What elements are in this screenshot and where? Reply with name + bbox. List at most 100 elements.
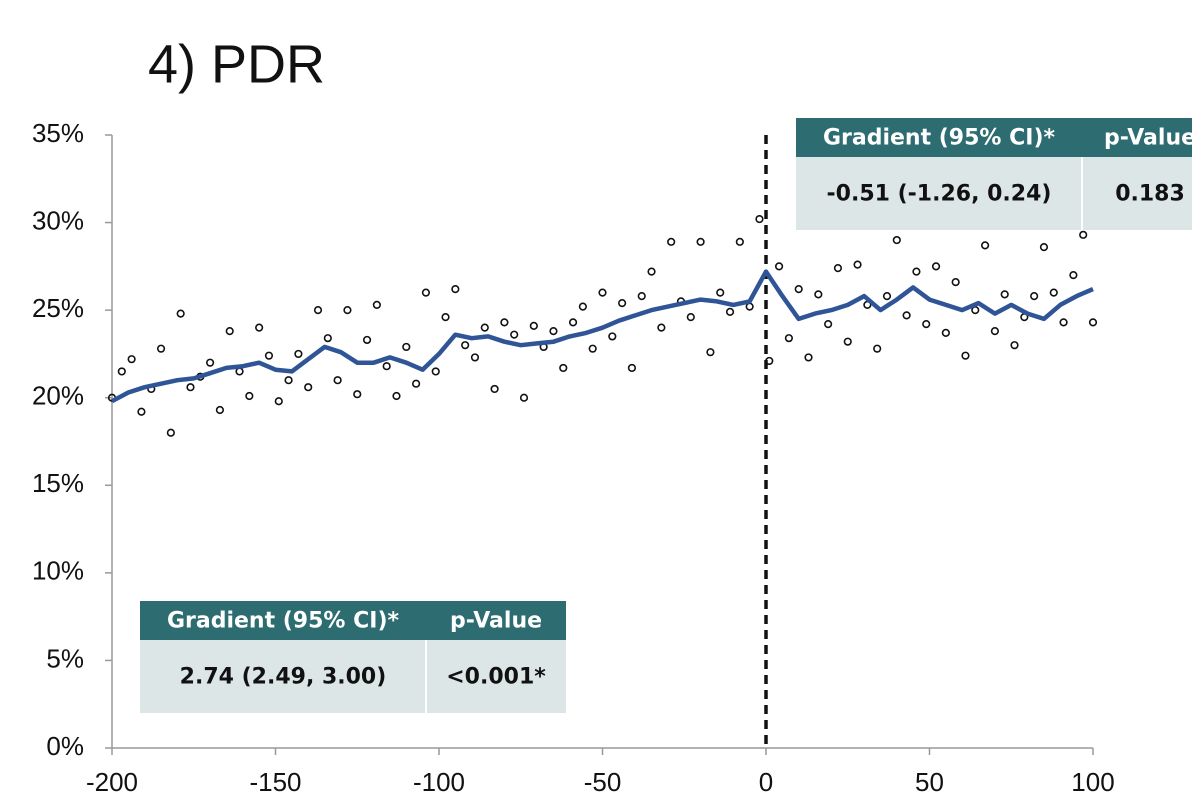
y-tick-label: 20%	[32, 381, 84, 411]
data-point	[667, 237, 676, 246]
y-tick-label: 5%	[46, 643, 84, 673]
chart-title: 4) PDR	[148, 34, 325, 94]
data-point	[853, 260, 862, 269]
x-tick-label: -50	[584, 767, 622, 797]
data-point	[833, 264, 843, 273]
data-point	[745, 302, 754, 311]
data-point	[912, 267, 921, 276]
data-point	[480, 323, 489, 332]
data-point	[598, 288, 607, 297]
data-point	[166, 428, 175, 437]
data-point	[431, 367, 440, 376]
table-body-bg	[140, 640, 566, 713]
table-cell: 0.183	[1115, 182, 1185, 207]
table-header: Gradient (95% CI)*	[167, 609, 400, 634]
data-point	[657, 323, 666, 332]
data-point	[500, 318, 509, 327]
data-point	[735, 237, 744, 246]
data-point	[402, 342, 411, 352]
y-tick-label: 10%	[32, 556, 84, 586]
table-header: Gradient (95% CI)*	[823, 126, 1056, 151]
data-point	[412, 379, 421, 388]
data-point	[1069, 271, 1078, 280]
data-point	[843, 337, 852, 346]
data-point	[529, 321, 538, 331]
data-point	[1059, 318, 1068, 327]
data-point	[725, 307, 735, 316]
data-point	[294, 349, 303, 359]
y-tick-label: 30%	[32, 205, 84, 235]
x-tick-label: 100	[1071, 767, 1114, 797]
data-point	[951, 278, 960, 287]
data-point	[206, 358, 215, 367]
data-point	[353, 390, 362, 399]
table-cell: 2.74 (2.49, 3.00)	[180, 665, 387, 690]
data-point	[794, 285, 803, 294]
data-point	[892, 235, 901, 245]
data-point	[461, 341, 470, 350]
data-point	[706, 348, 715, 357]
data-point	[686, 313, 695, 322]
data-point	[235, 367, 244, 376]
data-point	[225, 327, 234, 336]
table-header-bg	[796, 118, 1192, 157]
data-point	[1010, 341, 1019, 350]
data-point	[362, 335, 372, 345]
data-point	[382, 362, 391, 371]
data-point	[980, 241, 990, 250]
y-tick-label: 25%	[32, 293, 84, 323]
data-point	[784, 334, 793, 343]
data-point	[618, 299, 627, 308]
data-point	[696, 237, 705, 246]
data-point	[519, 393, 529, 402]
data-point	[127, 355, 136, 364]
data-point	[264, 351, 274, 360]
data-point	[333, 376, 342, 385]
data-point	[156, 344, 166, 353]
data-point	[637, 292, 646, 301]
data-point	[755, 214, 764, 224]
y-tick-label: 15%	[32, 468, 84, 498]
data-point	[137, 407, 146, 416]
data-point	[941, 328, 950, 338]
data-point	[588, 344, 597, 353]
data-point	[1079, 230, 1088, 239]
data-point	[1000, 290, 1009, 299]
data-point	[284, 376, 293, 385]
data-point	[568, 318, 578, 327]
data-point	[372, 300, 381, 309]
data-point	[931, 262, 941, 271]
table-header-bg	[140, 601, 566, 640]
table-body-bg	[796, 157, 1192, 230]
x-tick-label: -150	[249, 767, 301, 797]
data-point	[421, 288, 431, 297]
data-point	[873, 344, 882, 353]
data-point	[559, 363, 568, 373]
data-point	[647, 267, 656, 276]
data-point	[578, 302, 587, 311]
data-point	[961, 351, 970, 360]
x-tick-label: -200	[86, 767, 138, 797]
data-point	[990, 327, 1000, 336]
y-tick-label: 35%	[32, 118, 84, 148]
data-point	[1039, 242, 1049, 252]
data-point	[1030, 292, 1039, 301]
data-point	[902, 311, 911, 320]
data-point	[215, 405, 225, 415]
data-point	[922, 320, 931, 329]
data-point	[274, 397, 283, 406]
data-point	[608, 332, 617, 341]
data-point	[627, 363, 637, 373]
data-point	[814, 290, 823, 299]
table-header: p-Value	[450, 609, 542, 634]
data-point	[323, 334, 332, 343]
data-point	[304, 383, 313, 392]
data-point	[490, 384, 499, 394]
data-point	[343, 306, 352, 315]
data-point	[765, 356, 774, 366]
data-point	[549, 327, 558, 336]
x-tick-label: 0	[759, 767, 773, 797]
data-point	[882, 292, 892, 301]
data-point	[186, 383, 195, 392]
